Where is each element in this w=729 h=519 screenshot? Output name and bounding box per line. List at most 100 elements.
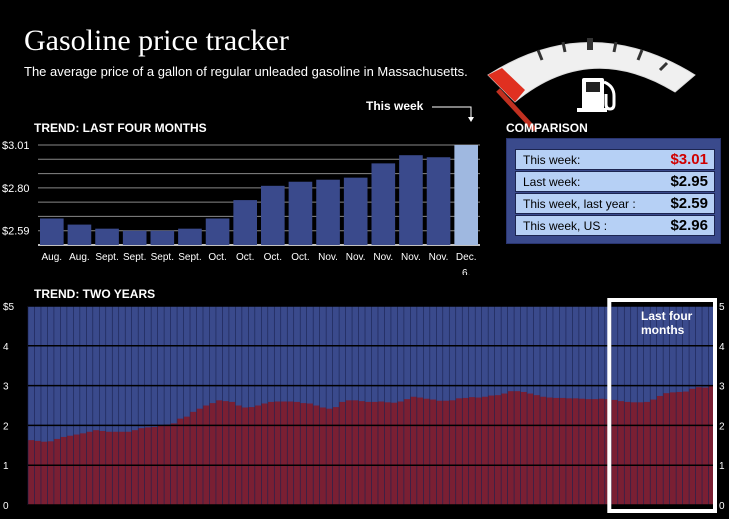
price-bar	[138, 428, 145, 505]
bar	[178, 228, 202, 245]
y-tick-label-right: 4	[719, 342, 725, 353]
price-bar	[358, 401, 366, 505]
price-bar	[676, 391, 683, 505]
price-bar	[455, 398, 463, 505]
this-week-arrow-icon	[432, 106, 474, 122]
comparison-label: This week:	[523, 153, 581, 167]
price-bar	[112, 431, 119, 505]
x-tick-label: Nov.	[373, 252, 393, 263]
price-bar	[436, 400, 443, 505]
price-bar	[488, 395, 495, 505]
price-bar	[377, 401, 385, 505]
y-tick-label-left: 0	[3, 501, 9, 512]
two-year-chart: $5 5 4 4 3 3 2 2 1 1 0 0	[3, 298, 725, 513]
x-tick-label: Nov.	[429, 252, 449, 263]
price-bar	[403, 399, 411, 505]
y-tick-label-right: 2	[719, 421, 725, 432]
x-tick-label: Sept.	[151, 252, 174, 263]
price-bar	[287, 401, 294, 505]
x-tick-label: Sept.	[95, 252, 118, 263]
price-bar	[66, 435, 74, 505]
price-bar	[663, 393, 670, 505]
comparison-title: COMPARISON	[506, 121, 588, 135]
price-bar	[643, 401, 651, 505]
price-bar	[53, 438, 61, 505]
price-bar	[73, 434, 80, 505]
bar	[150, 230, 175, 245]
price-bar	[306, 403, 314, 505]
price-bar	[559, 397, 566, 505]
price-bar	[578, 398, 586, 505]
y-tick-label-left: $5	[3, 302, 15, 313]
bar	[371, 163, 396, 245]
bar	[399, 155, 423, 245]
price-bar	[280, 401, 288, 505]
bar	[288, 181, 313, 245]
bar	[233, 200, 257, 245]
x-tick-label: Sept.	[178, 252, 201, 263]
price-bar	[429, 399, 437, 505]
price-bar	[215, 400, 223, 505]
bar	[343, 177, 368, 245]
comparison-row-us: This week, US : $2.96	[515, 215, 715, 236]
price-bar	[339, 401, 346, 505]
two-year-chart-title: TREND: TWO YEARS	[34, 287, 156, 301]
x-tick-label: Oct.	[236, 252, 254, 263]
price-bar	[494, 395, 502, 505]
x-tick-label: Aug.	[42, 252, 63, 263]
comparison-label: This week, US :	[523, 219, 608, 233]
price-bar	[40, 441, 48, 505]
price-bar	[552, 397, 560, 505]
y-tick-label-left: 1	[3, 461, 9, 472]
bar	[67, 224, 92, 245]
price-bar	[99, 430, 106, 505]
price-bar	[170, 423, 178, 505]
price-bar	[591, 399, 599, 505]
price-bar	[293, 401, 301, 505]
price-bar	[449, 400, 456, 505]
bar	[454, 145, 478, 245]
price-bar	[540, 396, 547, 505]
price-bar	[423, 398, 430, 505]
x-tick-label: Nov.	[346, 252, 366, 263]
y-tick-label: $2.80	[2, 183, 30, 195]
y-tick-label-left: 4	[3, 342, 9, 353]
y-tick-label-right: 5	[719, 302, 725, 313]
x-tick-label: Sept.	[123, 252, 146, 263]
price-bar	[261, 403, 268, 505]
price-bar	[514, 391, 521, 505]
price-bar	[118, 431, 126, 505]
y-tick-label-left: 3	[3, 382, 9, 393]
price-bar	[520, 391, 528, 505]
x-tick-label: Nov.	[318, 252, 338, 263]
price-bar	[352, 400, 359, 505]
x-tick-label: Dec.	[456, 252, 477, 263]
price-bar	[254, 405, 262, 505]
page-title: Gasoline price tracker	[24, 24, 289, 57]
x-tick-label: Oct.	[291, 252, 309, 263]
price-bar	[144, 427, 152, 505]
price-bar	[228, 401, 236, 505]
price-bar	[371, 401, 378, 505]
price-bar	[60, 436, 67, 505]
price-bar	[125, 431, 132, 505]
price-bar	[300, 403, 307, 505]
price-bar	[708, 385, 715, 505]
price-bar	[190, 411, 197, 505]
bar	[95, 228, 119, 245]
comparison-row-last-week: Last week: $2.95	[515, 171, 715, 192]
price-bar	[416, 397, 424, 505]
price-bar	[326, 408, 333, 505]
price-bar	[183, 416, 191, 505]
price-bar	[527, 393, 534, 505]
price-bar	[79, 433, 87, 505]
price-bar	[177, 418, 184, 505]
price-bar	[689, 388, 696, 505]
price-bar	[702, 387, 709, 505]
comparison-row-last-year: This week, last year : $2.59	[515, 193, 715, 214]
last-four-months-label: Last four months	[641, 309, 693, 337]
comparison-value: $3.01	[670, 151, 708, 168]
price-bar	[365, 401, 372, 505]
comparison-label: This week, last year :	[523, 197, 636, 211]
